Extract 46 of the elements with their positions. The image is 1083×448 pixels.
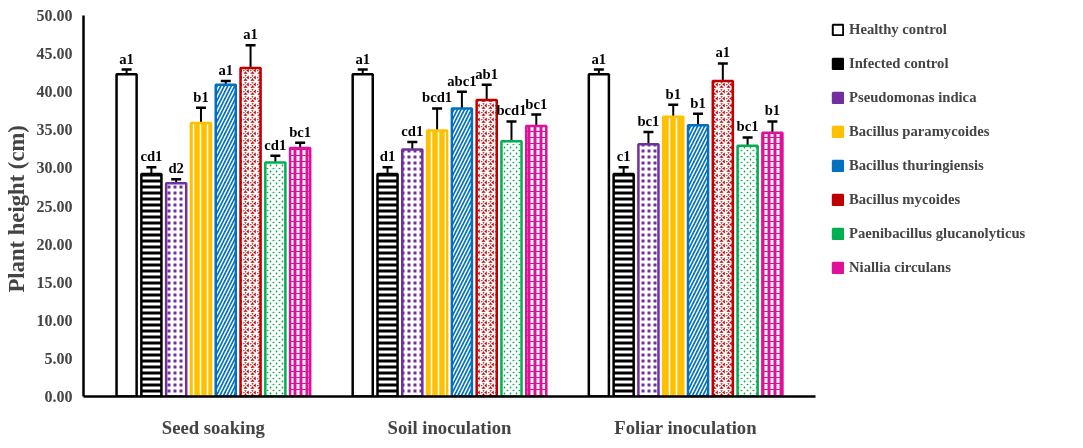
data-label: cd1 <box>401 122 424 139</box>
y-tick-label: 20.00 <box>36 235 73 253</box>
x-tick-label: Foliar inoculation <box>614 416 758 438</box>
legend-label: Bacillus mycoides <box>849 191 961 208</box>
data-label: a1 <box>591 50 607 67</box>
data-label: a1 <box>715 44 731 61</box>
legend-label: Paenibacillus glucanolyticus <box>849 225 1026 242</box>
y-tick-label: 0.00 <box>44 388 73 405</box>
data-label: bc1 <box>289 123 312 140</box>
data-label: a1 <box>243 26 258 43</box>
y-tick-label: 35.00 <box>36 121 73 139</box>
data-label: bc1 <box>525 95 548 112</box>
legend-label: Healthy control <box>849 21 947 38</box>
data-label: a1 <box>218 61 234 78</box>
y-tick-label: 10.00 <box>36 311 73 329</box>
legend-label: Bacillus thuringiensis <box>849 157 984 174</box>
legend-label: Niallia circulans <box>849 259 951 276</box>
y-tick-label: 30.00 <box>36 159 73 177</box>
y-tick-label: 40.00 <box>36 83 73 101</box>
data-label: abc1 <box>447 72 477 89</box>
legend-label: Infected control <box>849 55 949 72</box>
data-label: b1 <box>690 94 706 111</box>
data-label: b1 <box>665 85 681 102</box>
data-label: cd1 <box>140 148 163 165</box>
data-label: bc1 <box>637 113 660 130</box>
y-tick-label: 50.00 <box>36 7 73 24</box>
y-tick-label: 45.00 <box>36 45 73 63</box>
legend-label: Bacillus paramycoides <box>849 123 990 140</box>
data-label: b1 <box>193 88 209 105</box>
x-tick-label: Seed soaking <box>161 416 266 438</box>
y-tick-label: 5.00 <box>44 349 73 367</box>
data-label: a1 <box>119 50 134 67</box>
y-tick-label: 25.00 <box>36 197 73 215</box>
data-label: d2 <box>168 160 184 177</box>
y-axis-title: Plant height (cm) <box>3 125 29 293</box>
data-label: cd1 <box>264 136 287 153</box>
data-label: bc1 <box>736 118 759 135</box>
legend-label: Pseudomonas indica <box>849 89 977 106</box>
data-label: b1 <box>764 102 781 119</box>
x-tick-label: Soil inoculation <box>387 416 513 438</box>
data-label: d1 <box>379 148 396 165</box>
data-label: ab1 <box>475 65 499 82</box>
data-label: bcd1 <box>422 89 453 106</box>
y-tick-label: 15.00 <box>36 273 73 291</box>
data-label: a1 <box>355 50 371 67</box>
data-label: c1 <box>616 148 631 165</box>
